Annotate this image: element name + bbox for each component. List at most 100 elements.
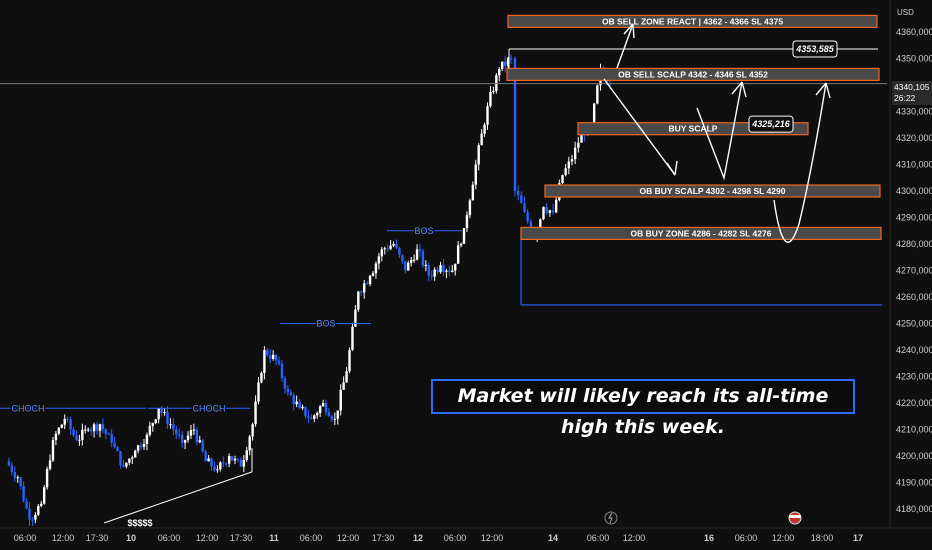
- projection-arrow-react: [616, 23, 634, 69]
- x-tick-label: 16: [704, 533, 714, 543]
- candle-body: [310, 417, 313, 419]
- candle-body: [333, 418, 337, 420]
- x-tick-label: 06:00: [300, 533, 323, 543]
- structure-label: CHOCH: [193, 403, 226, 413]
- candle-body: [506, 58, 510, 66]
- y-tick-label: 4270,000: [896, 266, 932, 276]
- candle-body: [459, 243, 463, 246]
- candle-body: [523, 203, 526, 213]
- candle-body: [7, 461, 11, 466]
- y-tick-label: 4290,000: [896, 213, 932, 223]
- candle-body: [186, 435, 190, 441]
- candle-body: [351, 326, 354, 350]
- price-callout-box: [792, 40, 838, 58]
- candle-body: [295, 401, 298, 405]
- candle-body: [145, 434, 149, 444]
- candle-body: [54, 433, 58, 441]
- candle-body: [436, 269, 439, 273]
- bar-countdown: 26:22: [894, 93, 916, 103]
- candle-body: [404, 261, 407, 271]
- candle-body: [160, 408, 163, 413]
- candle-body: [336, 410, 339, 419]
- x-tick-label: 06:00: [735, 533, 758, 543]
- candle-body: [483, 124, 486, 134]
- candle-body: [207, 458, 210, 462]
- candle-body: [51, 440, 55, 461]
- candle-body: [227, 456, 231, 464]
- candle-body: [66, 418, 69, 420]
- candle-body: [233, 458, 237, 461]
- candle-body: [78, 439, 81, 441]
- candle-body: [580, 132, 583, 143]
- candle-body: [398, 247, 401, 255]
- candle-body: [577, 142, 580, 148]
- candle-body: [324, 403, 328, 413]
- projection-arrow-ath: [773, 82, 827, 243]
- candle-body: [133, 450, 137, 458]
- x-tick-label: 17: [853, 533, 863, 543]
- candle-body: [63, 418, 66, 425]
- candle-body: [81, 429, 84, 440]
- candle-body: [163, 411, 166, 413]
- projection-arrowhead: [731, 81, 747, 98]
- candle-body: [345, 371, 348, 383]
- candle-body: [189, 430, 193, 436]
- y-tick-label: 4240,000: [896, 345, 932, 355]
- candle-body: [389, 245, 392, 250]
- candle-body: [360, 291, 363, 293]
- candle-body: [260, 372, 263, 383]
- candle-body: [439, 265, 442, 273]
- candle-body: [107, 433, 110, 435]
- x-tick-label: 17:30: [86, 533, 109, 543]
- candle-body: [131, 457, 134, 459]
- candle-body: [448, 270, 451, 272]
- candle-body: [442, 265, 445, 272]
- x-tick-label: 12:00: [772, 533, 795, 543]
- candle-body: [454, 263, 457, 271]
- candle-body: [183, 440, 187, 443]
- projection-arrowhead: [815, 82, 831, 99]
- candle-body: [321, 403, 325, 407]
- x-tick-label: 06:00: [158, 533, 181, 543]
- candle-body: [551, 210, 555, 213]
- candle-body: [230, 456, 234, 461]
- candle-body: [148, 425, 152, 435]
- candle-body: [371, 273, 375, 276]
- candle-body: [471, 184, 475, 201]
- candle-body: [263, 350, 266, 373]
- candle-body: [362, 283, 366, 293]
- candle-body: [292, 395, 295, 405]
- candle-body: [13, 471, 17, 478]
- x-tick-label: 12: [413, 533, 423, 543]
- zone-label: OB BUY ZONE 4286 - 4282 SL 4276: [631, 228, 772, 238]
- candle-body: [57, 427, 61, 434]
- candle-body: [101, 424, 105, 430]
- candle-body: [567, 161, 571, 169]
- candle-body: [608, 83, 612, 85]
- candle-body: [139, 445, 143, 447]
- x-tick-label: 17:30: [372, 533, 395, 543]
- x-tick-label: 06:00: [587, 533, 610, 543]
- candle-body: [451, 270, 454, 272]
- structure-label: BOS: [414, 226, 433, 236]
- candle-body: [213, 466, 216, 471]
- candle-body: [175, 429, 178, 435]
- us-flag-stripe: [789, 515, 801, 518]
- liquidity-label: $$$$$: [127, 518, 152, 528]
- candle-body: [486, 106, 489, 125]
- zone-label: OB BUY SCALP 4302 - 4298 SL 4290: [640, 186, 786, 196]
- candle-body: [136, 445, 140, 451]
- candle-body: [254, 401, 257, 425]
- candle-body: [178, 434, 181, 436]
- candle-body: [474, 164, 477, 185]
- candle-body: [125, 462, 128, 467]
- candle-body: [266, 350, 269, 356]
- candle-body: [45, 469, 49, 488]
- zone-label: BUY SCALP: [669, 124, 718, 134]
- candle-body: [465, 215, 469, 229]
- y-tick-label: 4280,000: [896, 239, 932, 249]
- projection-arrow-up: [696, 81, 743, 181]
- candle-body: [316, 412, 319, 416]
